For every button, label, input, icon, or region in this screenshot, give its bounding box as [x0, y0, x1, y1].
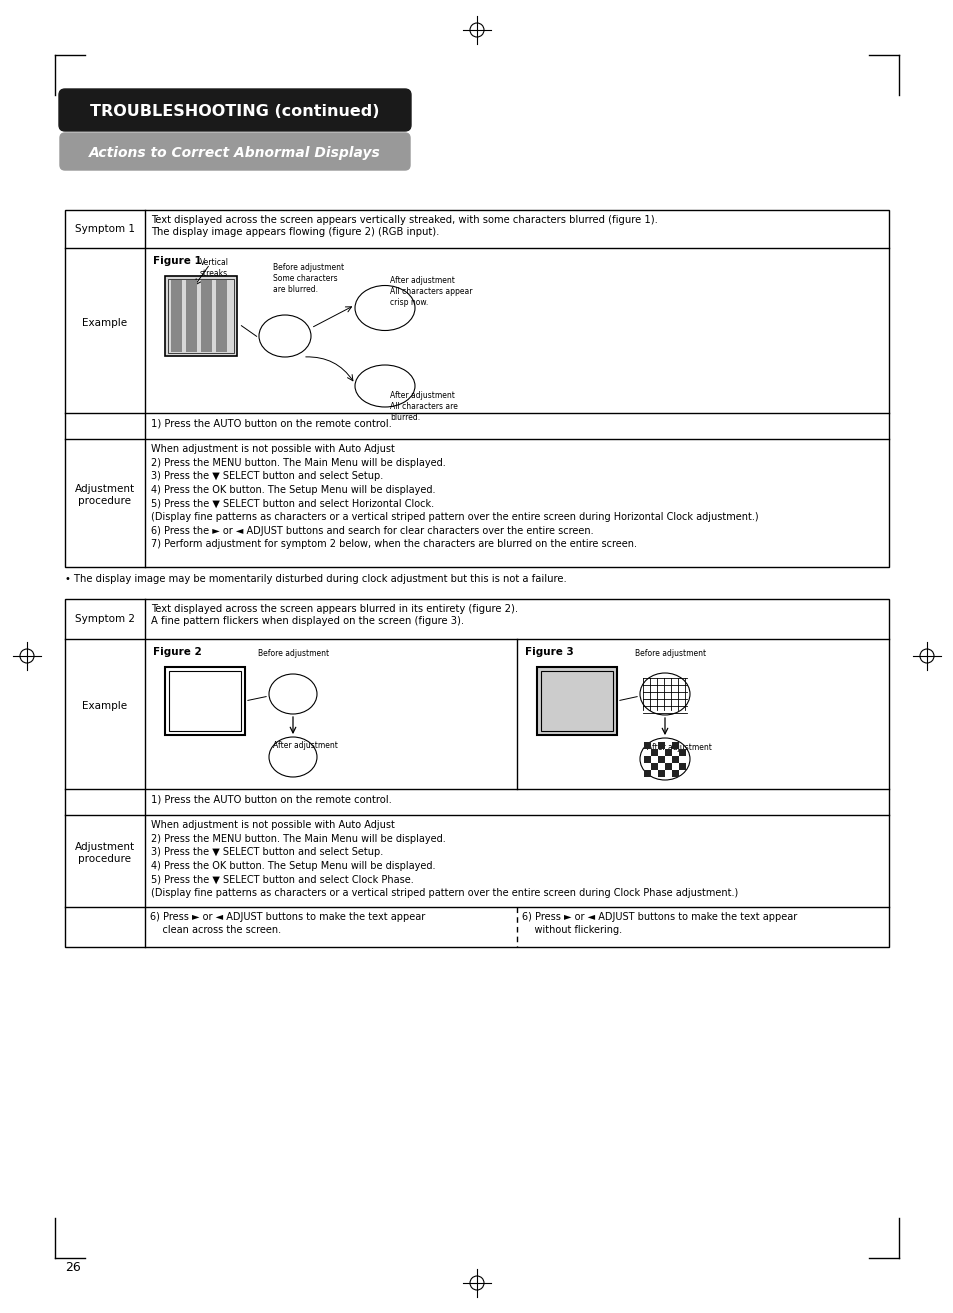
Text: Example: Example	[82, 318, 128, 327]
Text: After adjustment: After adjustment	[273, 741, 337, 750]
Text: Adjustment
procedure: Adjustment procedure	[75, 483, 135, 507]
FancyBboxPatch shape	[59, 89, 411, 131]
Text: Before adjustment: Before adjustment	[257, 649, 329, 658]
Ellipse shape	[258, 315, 311, 357]
Text: Symptom 1: Symptom 1	[75, 225, 135, 234]
Text: 6) Press ► or ◄ ADJUST buttons to make the text appear
    clean across the scre: 6) Press ► or ◄ ADJUST buttons to make t…	[150, 913, 425, 935]
Bar	[168, 278, 233, 353]
Bar	[201, 280, 212, 352]
Ellipse shape	[355, 285, 415, 331]
Bar	[643, 756, 650, 763]
Ellipse shape	[639, 738, 689, 780]
Text: Symptom 2: Symptom 2	[75, 614, 135, 624]
Bar	[165, 276, 236, 356]
Bar	[658, 756, 664, 763]
Bar	[664, 763, 671, 769]
Ellipse shape	[355, 365, 415, 407]
Bar	[650, 763, 658, 769]
Text: Before adjustment: Before adjustment	[635, 649, 705, 658]
Bar	[643, 742, 650, 748]
Text: When adjustment is not possible with Auto Adjust
2) Press the MENU button. The M: When adjustment is not possible with Aut…	[151, 444, 758, 549]
Bar	[169, 671, 241, 731]
Text: Text displayed across the screen appears vertically streaked, with some characte: Text displayed across the screen appears…	[151, 215, 658, 238]
Bar	[165, 667, 245, 735]
Text: Figure 3: Figure 3	[524, 647, 573, 656]
Ellipse shape	[639, 674, 689, 716]
Ellipse shape	[269, 737, 316, 777]
Bar	[658, 742, 664, 748]
Text: Figure 2: Figure 2	[152, 647, 201, 656]
Bar	[171, 280, 182, 352]
Text: Adjustment
procedure: Adjustment procedure	[75, 842, 135, 864]
Bar	[658, 769, 664, 777]
Text: Actions to Correct Abnormal Displays: Actions to Correct Abnormal Displays	[89, 146, 380, 159]
Text: • The display image may be momentarily disturbed during clock adjustment but thi: • The display image may be momentarily d…	[65, 574, 566, 584]
Bar	[650, 748, 658, 756]
Bar	[679, 763, 685, 769]
Bar	[671, 742, 679, 748]
Text: 26: 26	[65, 1260, 81, 1274]
Bar	[671, 756, 679, 763]
Bar	[186, 280, 196, 352]
Text: When adjustment is not possible with Auto Adjust
2) Press the MENU button. The M: When adjustment is not possible with Aut…	[151, 821, 738, 898]
Bar	[540, 671, 613, 731]
Bar	[65, 599, 888, 947]
FancyBboxPatch shape	[60, 133, 410, 169]
Bar	[679, 748, 685, 756]
Text: Figure 1: Figure 1	[152, 256, 201, 267]
Text: After adjustment
All characters are
blurred.: After adjustment All characters are blur…	[390, 391, 457, 423]
Bar	[65, 210, 888, 567]
Text: Before adjustment
Some characters
are blurred.: Before adjustment Some characters are bl…	[273, 263, 344, 294]
Bar	[664, 748, 671, 756]
Text: 1) Press the AUTO button on the remote control.: 1) Press the AUTO button on the remote c…	[151, 418, 392, 428]
Text: After adjustment: After adjustment	[646, 743, 711, 752]
Bar	[537, 667, 617, 735]
Bar	[215, 280, 227, 352]
Text: Text displayed across the screen appears blurred in its entirety (figure 2).
A f: Text displayed across the screen appears…	[151, 604, 517, 626]
Text: 6) Press ► or ◄ ADJUST buttons to make the text appear
    without flickering.: 6) Press ► or ◄ ADJUST buttons to make t…	[521, 913, 797, 935]
Text: 1) Press the AUTO button on the remote control.: 1) Press the AUTO button on the remote c…	[151, 794, 392, 804]
Text: Vertical
streaks: Vertical streaks	[200, 257, 229, 278]
Text: Example: Example	[82, 701, 128, 712]
Text: After adjustment
All characters appear
crisp now.: After adjustment All characters appear c…	[390, 276, 472, 307]
Bar	[643, 769, 650, 777]
Ellipse shape	[269, 674, 316, 714]
Text: TROUBLESHOOTING (continued): TROUBLESHOOTING (continued)	[91, 104, 379, 118]
Bar	[671, 769, 679, 777]
